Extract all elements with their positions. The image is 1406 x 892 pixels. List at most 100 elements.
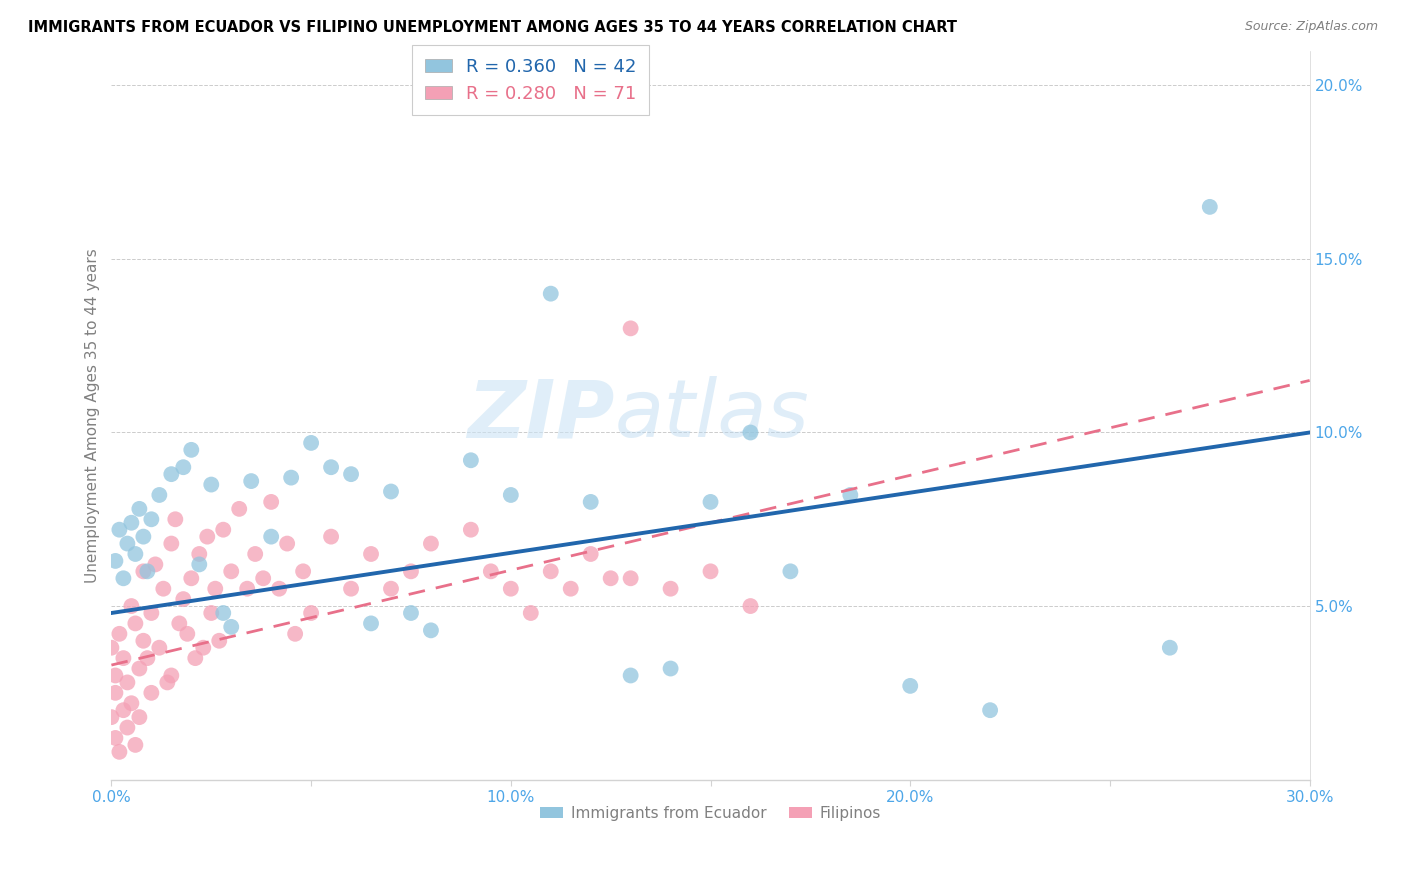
Point [117,536,139,550]
Point [779,565,801,579]
Point [160,668,183,682]
Point [172,460,194,475]
Point [104,731,127,745]
Point [108,523,131,537]
Point [219,565,242,579]
Point [117,675,139,690]
Point [148,488,170,502]
Point [128,661,150,675]
Point [280,470,302,484]
Point [839,488,862,502]
Text: Source: ZipAtlas.com: Source: ZipAtlas.com [1244,20,1378,33]
Point [128,710,150,724]
Point [740,425,762,440]
Point [169,616,191,631]
Point [620,321,643,335]
Point [269,582,291,596]
Point [120,516,142,530]
Point [112,703,135,717]
Text: atlas: atlas [614,376,810,454]
Point [479,565,502,579]
Point [399,565,422,579]
Y-axis label: Unemployment Among Ages 35 to 44 years: Unemployment Among Ages 35 to 44 years [86,248,100,582]
Point [276,536,298,550]
Point [193,640,215,655]
Point [699,565,721,579]
Point [124,616,146,631]
Point [620,668,643,682]
Point [176,627,198,641]
Point [132,633,155,648]
Point [100,710,122,724]
Point [200,606,222,620]
Point [108,627,131,641]
Point [1159,640,1181,655]
Point [172,592,194,607]
Point [898,679,921,693]
Point [360,616,382,631]
Point [299,436,322,450]
Point [540,286,562,301]
Point [240,474,263,488]
Point [319,460,342,475]
Point [540,565,562,579]
Point [104,554,127,568]
Point [599,571,621,585]
Point [340,467,363,482]
Point [204,582,226,596]
Point [132,530,155,544]
Point [252,571,274,585]
Point [245,547,267,561]
Point [520,606,543,620]
Point [380,582,402,596]
Point [156,675,179,690]
Point [299,606,322,620]
Point [124,738,146,752]
Point [659,582,682,596]
Point [141,606,163,620]
Point [136,565,159,579]
Point [579,547,602,561]
Point [380,484,402,499]
Point [128,501,150,516]
Point [260,530,283,544]
Point [100,640,122,655]
Point [399,606,422,620]
Point [319,530,342,544]
Point [420,536,443,550]
Point [188,558,211,572]
Point [212,606,235,620]
Point [165,512,187,526]
Point [180,571,202,585]
Point [184,651,207,665]
Legend: Immigrants from Ecuador, Filipinos: Immigrants from Ecuador, Filipinos [534,799,887,827]
Point [620,571,643,585]
Point [219,620,242,634]
Point [148,640,170,655]
Point [236,582,259,596]
Point [499,582,522,596]
Text: ZIP: ZIP [467,376,614,454]
Point [228,501,250,516]
Point [141,686,163,700]
Point [979,703,1001,717]
Point [152,582,174,596]
Point [740,599,762,613]
Point [560,582,582,596]
Point [112,651,135,665]
Point [200,477,222,491]
Point [212,523,235,537]
Point [120,696,142,710]
Point [284,627,307,641]
Point [180,442,202,457]
Point [104,686,127,700]
Point [340,582,363,596]
Point [120,599,142,613]
Point [260,495,283,509]
Point [112,571,135,585]
Point [1198,200,1220,214]
Point [208,633,231,648]
Point [292,565,315,579]
Point [132,565,155,579]
Point [699,495,721,509]
